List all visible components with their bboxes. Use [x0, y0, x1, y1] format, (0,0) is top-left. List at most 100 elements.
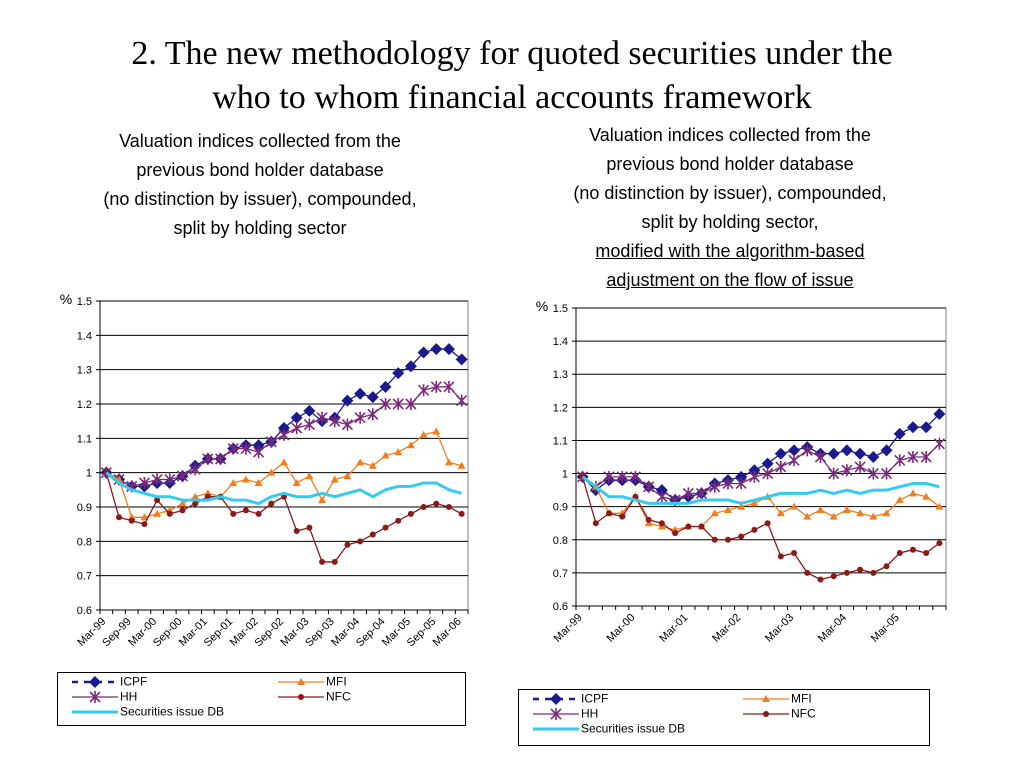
point-hh [151, 473, 163, 486]
point-nfc [255, 510, 262, 517]
point-nfc [843, 569, 850, 576]
point-nfc [830, 573, 837, 580]
series-hh [100, 380, 468, 493]
point-icpf [854, 447, 867, 460]
point-icpf [774, 447, 787, 460]
legend-item-nfc: NFC [741, 706, 816, 721]
point-icpf [840, 444, 853, 457]
point-mfi [153, 509, 162, 517]
point-icpf [880, 444, 893, 457]
point-mfi [343, 472, 352, 480]
legend-marker [89, 675, 101, 688]
point-mfi [394, 448, 403, 456]
point-mfi [829, 512, 838, 520]
legend-item-nfc: NFC [276, 689, 351, 704]
legend-marker [298, 693, 304, 700]
point-icpf [341, 394, 354, 407]
point-mfi [869, 512, 878, 520]
x-tick-label: Mar-02 [710, 612, 743, 645]
point-hh [735, 477, 747, 490]
point-nfc [420, 504, 427, 510]
point-icpf [920, 421, 933, 434]
legend-key-hh [533, 707, 579, 720]
right-chart-legend: ICPF MFI HH NFC Securities issue DB [518, 689, 930, 746]
line-securities-issue-db [581, 475, 940, 505]
line-securities-issue-db [105, 471, 463, 506]
point-icpf [893, 427, 906, 440]
point-nfc [382, 524, 389, 531]
y-tick-label: 1.3 [553, 369, 568, 381]
legend-key-nfc [278, 693, 324, 700]
point-nfc [592, 520, 599, 527]
point-mfi [790, 502, 799, 510]
x-tick-label: Mar-05 [869, 612, 902, 645]
legend-marker [550, 707, 562, 720]
left-chart-caption: Valuation indices collected from the pre… [40, 127, 480, 243]
series-icpf [100, 343, 468, 493]
point-icpf [404, 360, 417, 373]
x-tick-label: Mar-01 [657, 612, 690, 645]
point-hh [828, 467, 840, 480]
point-hh [379, 398, 392, 410]
point-hh [775, 460, 787, 473]
legend-item-securities-issue-db: Securities issue DB [531, 721, 685, 736]
point-nfc [458, 510, 465, 517]
point-mfi [723, 505, 732, 513]
point-icpf [442, 343, 455, 356]
point-hh [920, 451, 932, 463]
left-caption-line: split by holding sector [173, 218, 347, 238]
point-hh [430, 380, 442, 393]
x-tick-label: Mar-06 [431, 616, 464, 649]
point-mfi [381, 451, 390, 459]
y-tick-label: 0.6 [77, 605, 92, 617]
y-axis-label: % [536, 298, 548, 314]
point-nfc [923, 550, 930, 557]
right-chart: 0.6 0.7 0.8 0.9 1 1.1 1.2 1.3 1.4 1.5% Mar-99 Mar-0… [536, 298, 947, 645]
point-icpf [933, 407, 946, 420]
y-tick-label: 0.6 [553, 601, 568, 613]
point-icpf [906, 421, 919, 434]
point-hh [629, 470, 642, 483]
point-mfi [816, 505, 825, 513]
x-tick-label: Mar-99 [552, 612, 585, 645]
y-tick-label: 0.9 [553, 502, 568, 514]
point-hh [214, 452, 227, 465]
right-caption-line: previous bond holder database [606, 154, 854, 174]
point-nfc [116, 514, 123, 521]
legend-key-nfc [743, 710, 789, 717]
point-mfi [406, 441, 415, 449]
right-caption-line: (no distinction by issuer), compounded, [573, 183, 887, 203]
point-mfi [280, 458, 288, 466]
point-nfc [319, 558, 326, 565]
legend-marker [297, 677, 305, 685]
point-hh [329, 415, 341, 428]
point-hh [788, 454, 800, 467]
y-tick-label: 1 [86, 468, 92, 480]
point-mfi [229, 478, 238, 486]
point-icpf [788, 444, 801, 457]
point-mfi [908, 489, 917, 497]
point-hh [367, 408, 379, 421]
y-tick-label: 1.4 [77, 330, 92, 342]
y-tick-label: 0.7 [77, 571, 92, 583]
point-nfc [672, 530, 679, 537]
line-mfi [106, 430, 462, 518]
point-icpf [392, 367, 405, 380]
point-nfc [738, 533, 745, 540]
point-nfc [357, 538, 364, 545]
point-nfc [331, 558, 338, 565]
legend-key-mfi [278, 677, 324, 685]
point-nfc [685, 523, 692, 530]
legend-marker [550, 692, 562, 705]
point-nfc [445, 504, 452, 510]
point-nfc [698, 523, 705, 530]
y-tick-label: 0.7 [553, 568, 568, 580]
point-hh [405, 398, 417, 410]
left-caption-line: (no distinction by issuer), compounded, [103, 189, 417, 209]
point-hh [202, 452, 214, 465]
point-nfc [128, 517, 135, 524]
y-tick-label: 1.2 [553, 402, 568, 414]
point-hh [907, 451, 919, 463]
right-caption-line: Valuation indices collected from the [589, 125, 871, 145]
